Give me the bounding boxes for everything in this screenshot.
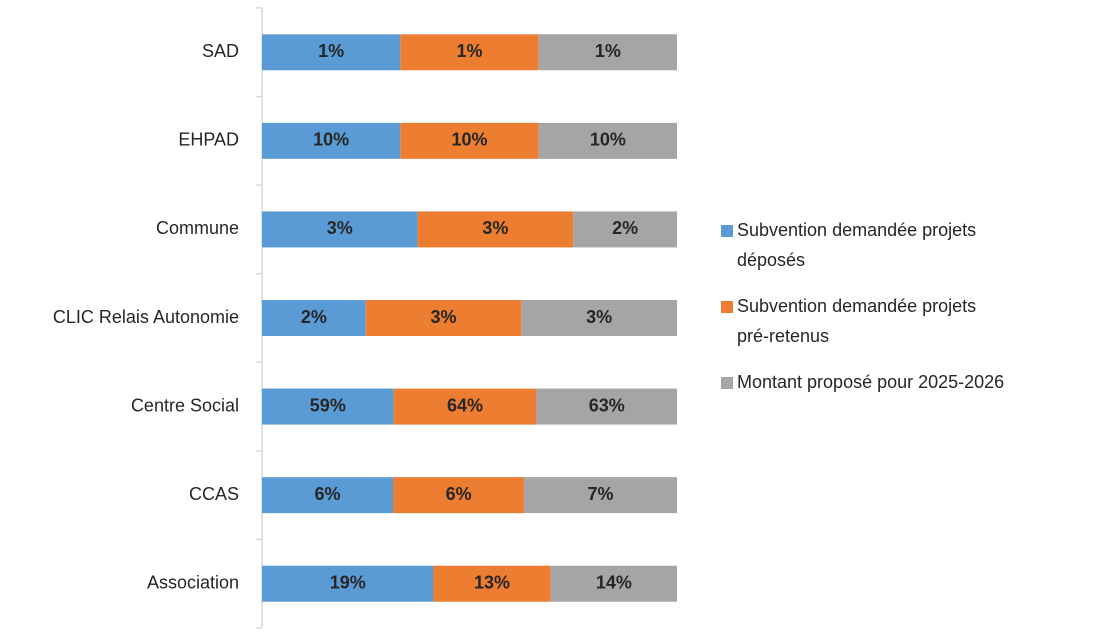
category-label: CLIC Relais Autonomie bbox=[53, 307, 239, 327]
data-label: 64% bbox=[447, 395, 483, 415]
bar-segment-series-2 bbox=[417, 211, 574, 248]
bar-segment-series-2 bbox=[400, 122, 539, 159]
category-label: Commune bbox=[156, 218, 239, 238]
data-label: 13% bbox=[474, 572, 510, 592]
bar-segment-series-3 bbox=[536, 388, 677, 425]
bar-segment-series-1 bbox=[262, 34, 401, 71]
legend-label: Subvention demandée projets bbox=[737, 296, 976, 316]
data-label: 1% bbox=[595, 41, 621, 61]
data-label: 6% bbox=[315, 484, 341, 504]
bar-segment-series-3 bbox=[524, 477, 677, 514]
category-label: EHPAD bbox=[178, 130, 239, 150]
category-label: Association bbox=[147, 572, 239, 592]
legend-swatch-series-3 bbox=[721, 377, 733, 389]
legend-label: pré-retenus bbox=[737, 326, 829, 346]
bar-segment-series-1 bbox=[262, 565, 434, 602]
bar-segment-series-2 bbox=[365, 300, 522, 336]
data-label: 1% bbox=[456, 41, 482, 61]
bar-segment-series-3 bbox=[538, 34, 677, 71]
bar-segment-series-1 bbox=[262, 388, 394, 425]
bar-segment-series-2 bbox=[393, 477, 525, 514]
data-label: 3% bbox=[327, 218, 353, 238]
category-label: SAD bbox=[202, 41, 239, 61]
data-label: 10% bbox=[590, 130, 626, 150]
bar-segment-series-1 bbox=[262, 300, 366, 336]
data-label: 2% bbox=[612, 218, 638, 238]
data-label: 63% bbox=[589, 395, 625, 415]
data-label: 3% bbox=[482, 218, 508, 238]
bar-segment-series-1 bbox=[262, 477, 394, 514]
data-label: 7% bbox=[588, 484, 614, 504]
data-label: 10% bbox=[451, 130, 487, 150]
data-label: 14% bbox=[596, 572, 632, 592]
data-label: 59% bbox=[310, 395, 346, 415]
legend-label: déposés bbox=[737, 250, 805, 270]
data-label: 1% bbox=[318, 41, 344, 61]
bar-segment-series-3 bbox=[521, 300, 677, 336]
bar-segment-series-3 bbox=[538, 122, 677, 159]
legend-swatch-series-1 bbox=[721, 225, 733, 237]
bar-segment-series-2 bbox=[433, 565, 551, 602]
legend-label: Montant proposé pour 2025-2026 bbox=[737, 372, 1004, 392]
legend-swatch-series-2 bbox=[721, 301, 733, 313]
category-label: CCAS bbox=[189, 484, 239, 504]
bar-segment-series-1 bbox=[262, 122, 401, 159]
data-label: 3% bbox=[586, 307, 612, 327]
bar-segment-series-3 bbox=[573, 211, 677, 248]
data-label: 19% bbox=[330, 572, 366, 592]
data-label: 10% bbox=[313, 130, 349, 150]
bar-segment-series-2 bbox=[393, 388, 537, 425]
bar-segment-series-3 bbox=[550, 565, 677, 602]
bar-segment-series-1 bbox=[262, 211, 418, 248]
data-label: 3% bbox=[431, 307, 457, 327]
data-label: 2% bbox=[301, 307, 327, 327]
data-label: 6% bbox=[446, 484, 472, 504]
legend-label: Subvention demandée projets bbox=[737, 220, 976, 240]
category-label: Centre Social bbox=[131, 395, 239, 415]
bar-segment-series-2 bbox=[400, 34, 539, 71]
